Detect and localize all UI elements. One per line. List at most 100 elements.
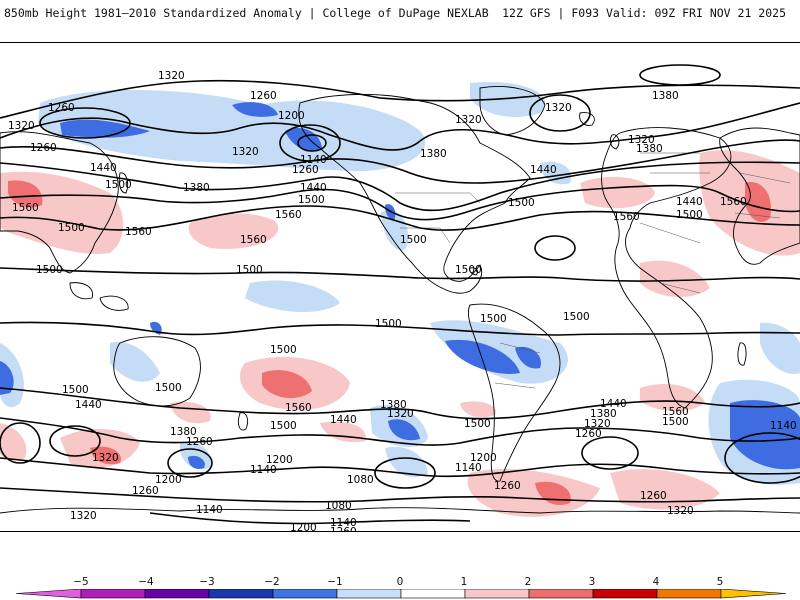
colorbar-tick: −2 <box>264 576 280 588</box>
colorbar-bin <box>80 589 146 599</box>
colorbar-bin <box>528 589 594 599</box>
contour-label: 1560 <box>275 209 302 221</box>
contour-label: 1560 <box>720 196 747 208</box>
colorbar-bin <box>144 589 210 599</box>
colorbar-bin <box>592 589 658 599</box>
contour-label: 1440 <box>75 399 102 411</box>
negative-anomaly-shading-strong <box>0 102 800 470</box>
contour-label: 1500 <box>105 179 132 191</box>
contour-label: 1500 <box>155 382 182 394</box>
contour-label: 1440 <box>90 162 117 174</box>
contour-label: 1200 <box>470 452 497 464</box>
contour-label: 1320 <box>232 146 259 158</box>
contour-label: 1200 <box>278 110 305 122</box>
contour-label: 1080 <box>347 474 374 486</box>
contour-label: 1320 <box>455 114 482 126</box>
contour-label: 1260 <box>30 142 57 154</box>
contour-label: 1320 <box>667 505 694 517</box>
contour-label: 1140 <box>455 462 482 474</box>
colorbar: −5 −4 −3 −2 −1 0 1 2 3 4 5 <box>0 576 800 600</box>
contour-label: 1320 <box>584 418 611 430</box>
model-run-info: 12Z GFS | F093 Valid: 09Z FRI NOV 21 202… <box>502 6 786 20</box>
contour-label: 1500 <box>62 384 89 396</box>
contour-labels: 1320 1260 1260 1200 1320 1320 1140 1260 … <box>8 70 797 531</box>
map-title: 850mb Height 1981–2010 Standardized Anom… <box>4 6 489 20</box>
map-svg: 1320 1260 1260 1200 1320 1320 1140 1260 … <box>0 64 800 531</box>
contour-label: 1440 <box>676 196 703 208</box>
contour-label: 1320 <box>545 102 572 114</box>
colorbar-tick: 0 <box>396 576 404 588</box>
contour-label: 1260 <box>250 90 277 102</box>
contour-label: 1260 <box>575 428 602 440</box>
contour-label: 1500 <box>298 194 325 206</box>
contour-label: 1260 <box>186 436 213 448</box>
contour-label: 1440 <box>530 164 557 176</box>
contour-label: 1500 <box>563 311 590 323</box>
colorbar-tick: 5 <box>716 576 724 588</box>
contour-label: 1260 <box>640 490 667 502</box>
contour-label: 1500 <box>464 418 491 430</box>
contour-label: 1380 <box>380 399 407 411</box>
colorbar-tick: −4 <box>138 576 154 588</box>
contour-label: 1560 <box>125 226 152 238</box>
contour-label: 1320 <box>92 452 119 464</box>
colorbar-bin <box>464 589 530 599</box>
contour-label: 1380 <box>652 90 679 102</box>
contour-label: 1260 <box>330 526 357 531</box>
height-contours <box>0 64 800 525</box>
contour-label: 1320 <box>8 120 35 132</box>
colorbar-bin <box>272 589 338 599</box>
colorbar-bin <box>400 589 466 599</box>
contour-label: 1440 <box>600 398 627 410</box>
contour-label: 1440 <box>300 182 327 194</box>
contour-label: 1260 <box>48 102 75 114</box>
contour-label: 1080 <box>325 500 352 512</box>
contour-label: 1500 <box>375 318 402 330</box>
contour-label: 1560 <box>12 202 39 214</box>
contour-label: 1380 <box>170 426 197 438</box>
contour-label: 1200 <box>266 454 293 466</box>
contour-label: 1500 <box>400 234 427 246</box>
contour-label: 1380 <box>590 408 617 420</box>
contour-label: 1500 <box>270 420 297 432</box>
contour-label: 1320 <box>387 408 414 420</box>
contour-label: 1500 <box>662 416 689 428</box>
colorbar-tick: 1 <box>460 576 468 588</box>
contour-label: 1500 <box>58 222 85 234</box>
contour-label: 1260 <box>132 485 159 497</box>
contour-label: 1380 <box>420 148 447 160</box>
colorbar-bin <box>336 589 402 599</box>
contour-label: 1500 <box>270 344 297 356</box>
colorbar-tick: 3 <box>588 576 596 588</box>
contour-label: 1560 <box>240 234 267 246</box>
contour-label: 1500 <box>236 264 263 276</box>
contour-label: 1140 <box>770 420 797 432</box>
contour-label: 1200 <box>290 522 317 531</box>
colorbar-strip <box>15 589 787 599</box>
colorbar-tick: −1 <box>327 576 343 588</box>
contour-label: 1260 <box>292 164 319 176</box>
contour-label: 1140 <box>250 464 277 476</box>
colorbar-tick: 4 <box>652 576 660 588</box>
political-borders <box>395 152 791 389</box>
contour-label: 1500 <box>676 209 703 221</box>
contour-label: 1560 <box>662 406 689 418</box>
contour-label: 1560 <box>613 211 640 223</box>
colorbar-bin <box>656 589 722 599</box>
map-panel[interactable]: 1320 1260 1260 1200 1320 1320 1140 1260 … <box>0 42 800 532</box>
contour-label: 1200 <box>155 474 182 486</box>
contour-label: 1500 <box>36 264 63 276</box>
contour-label: 1380 <box>183 182 210 194</box>
colorbar-tick: 2 <box>524 576 532 588</box>
contour-label: 1140 <box>300 154 327 166</box>
contour-label: 1320 <box>70 510 97 522</box>
contour-label: 1440 <box>330 414 357 426</box>
contour-label: 1500 <box>480 313 507 325</box>
contour-label: 1320 <box>158 70 185 82</box>
colorbar-tick: −5 <box>73 576 89 588</box>
contour-label: 1380 <box>636 143 663 155</box>
header-bar: 850mb Height 1981–2010 Standardized Anom… <box>0 0 800 22</box>
contour-label: 1320 <box>628 134 655 146</box>
colorbar-tick: −3 <box>199 576 215 588</box>
contour-label: 1140 <box>196 504 223 516</box>
